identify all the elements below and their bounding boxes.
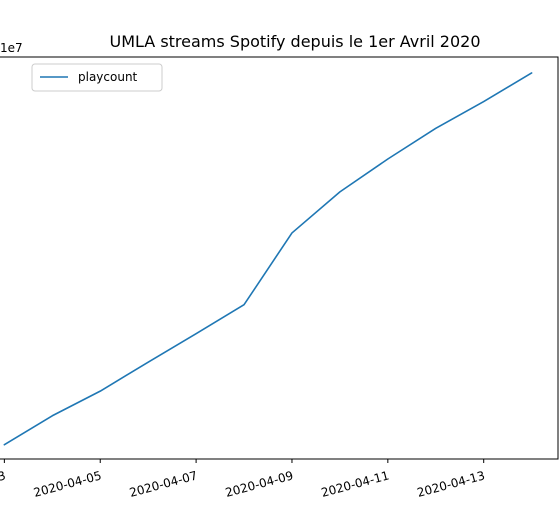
legend-label: playcount — [78, 70, 138, 84]
legend-box — [31, 63, 163, 92]
plot-area — [0, 56, 559, 460]
legend: playcount — [31, 63, 163, 92]
plot-frame — [0, 56, 559, 460]
series-line-playcount — [3, 72, 533, 446]
series-layer — [3, 72, 533, 446]
y-offset-label: 1e7 — [0, 41, 23, 55]
chart-title: UMLA streams Spotify depuis le 1er Avril… — [109, 32, 480, 51]
